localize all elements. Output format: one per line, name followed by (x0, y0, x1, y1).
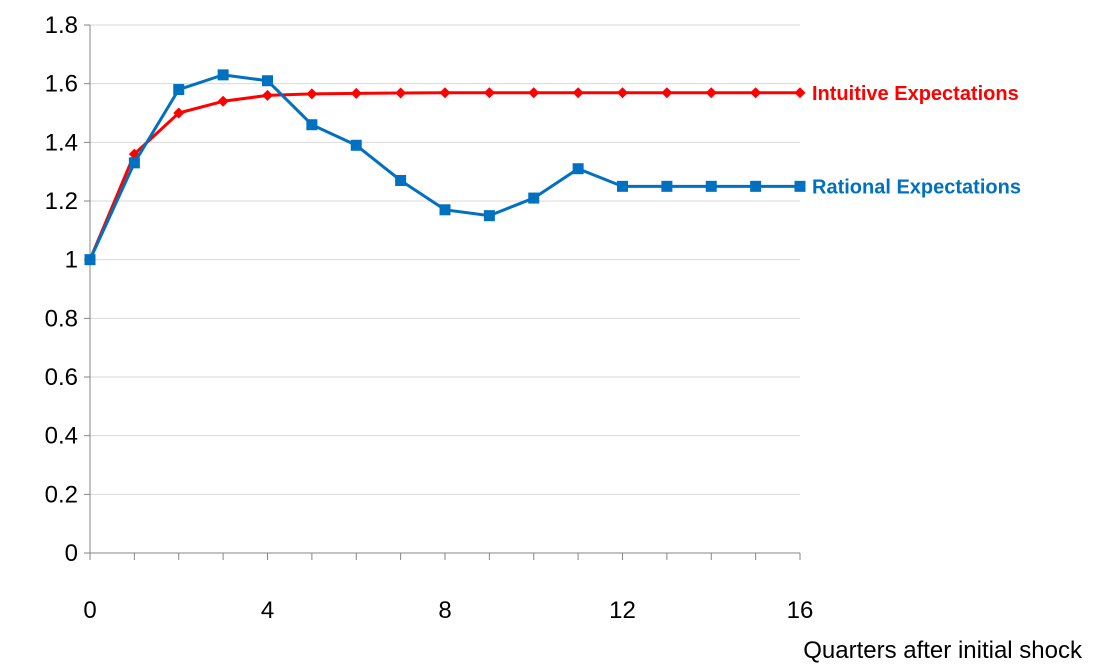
data-point (439, 87, 451, 99)
data-point (350, 139, 362, 151)
x-tick-labels: 0 4 8 12 16 (83, 597, 813, 624)
x-tick-label: 0 (83, 597, 96, 624)
axes (84, 24, 801, 560)
y-tick-label: 0.2 (45, 481, 78, 508)
data-point (173, 107, 185, 119)
x-tick-label: 12 (609, 597, 636, 624)
data-point (84, 254, 96, 266)
series-group (84, 69, 806, 266)
y-tick-label: 0.4 (45, 423, 78, 450)
x-axis-title: Quarters after initial shock (803, 637, 1083, 664)
data-point (661, 180, 673, 192)
data-point (572, 163, 584, 175)
data-point (395, 174, 407, 186)
x-tick-label: 8 (438, 597, 451, 624)
x-tick-label: 4 (261, 597, 274, 624)
series-line-2 (88, 73, 800, 261)
data-point (528, 192, 540, 204)
data-point (750, 87, 762, 99)
y-tick-label: 0.6 (45, 364, 78, 391)
y-tick-label: 1 (65, 247, 78, 274)
data-point (661, 87, 673, 99)
data-point (262, 89, 273, 101)
data-point (483, 210, 495, 222)
data-point (128, 157, 140, 169)
series-label: Rational Expectations (812, 176, 1021, 198)
data-point (705, 87, 717, 99)
gridlines (90, 24, 800, 495)
data-point (350, 87, 362, 99)
series-labels: Intuitive Expectations Rational Expectati… (812, 83, 1021, 199)
data-point (572, 87, 584, 99)
data-point (705, 180, 717, 192)
data-point (528, 87, 540, 99)
data-point (617, 180, 628, 192)
data-point (794, 87, 806, 99)
y-tick-label: 1.2 (45, 188, 78, 215)
x-tick-label: 16 (787, 597, 814, 624)
y-tick-label: 1.8 (45, 12, 78, 39)
series-label: Intuitive Expectations (812, 83, 1019, 105)
data-point (173, 84, 185, 96)
y-tick-label: 0.8 (45, 305, 78, 332)
data-point (483, 87, 495, 99)
data-point (794, 180, 806, 192)
y-tick-label: 1.6 (45, 71, 78, 98)
data-point (617, 87, 628, 99)
data-point (306, 119, 318, 131)
y-tick-labels: 0 0.2 0.4 0.6 0.8 1 1.2 1.4 1.6 1.8 (45, 12, 78, 567)
y-tick-label: 1.4 (45, 129, 78, 156)
series-line-1 (88, 91, 800, 261)
data-point (217, 69, 229, 81)
data-point (750, 180, 762, 192)
data-point (306, 88, 318, 100)
data-point (217, 95, 229, 107)
data-point (395, 87, 407, 99)
y-tick-label: 0 (65, 540, 78, 567)
data-point (262, 75, 273, 87)
data-point (439, 204, 451, 216)
